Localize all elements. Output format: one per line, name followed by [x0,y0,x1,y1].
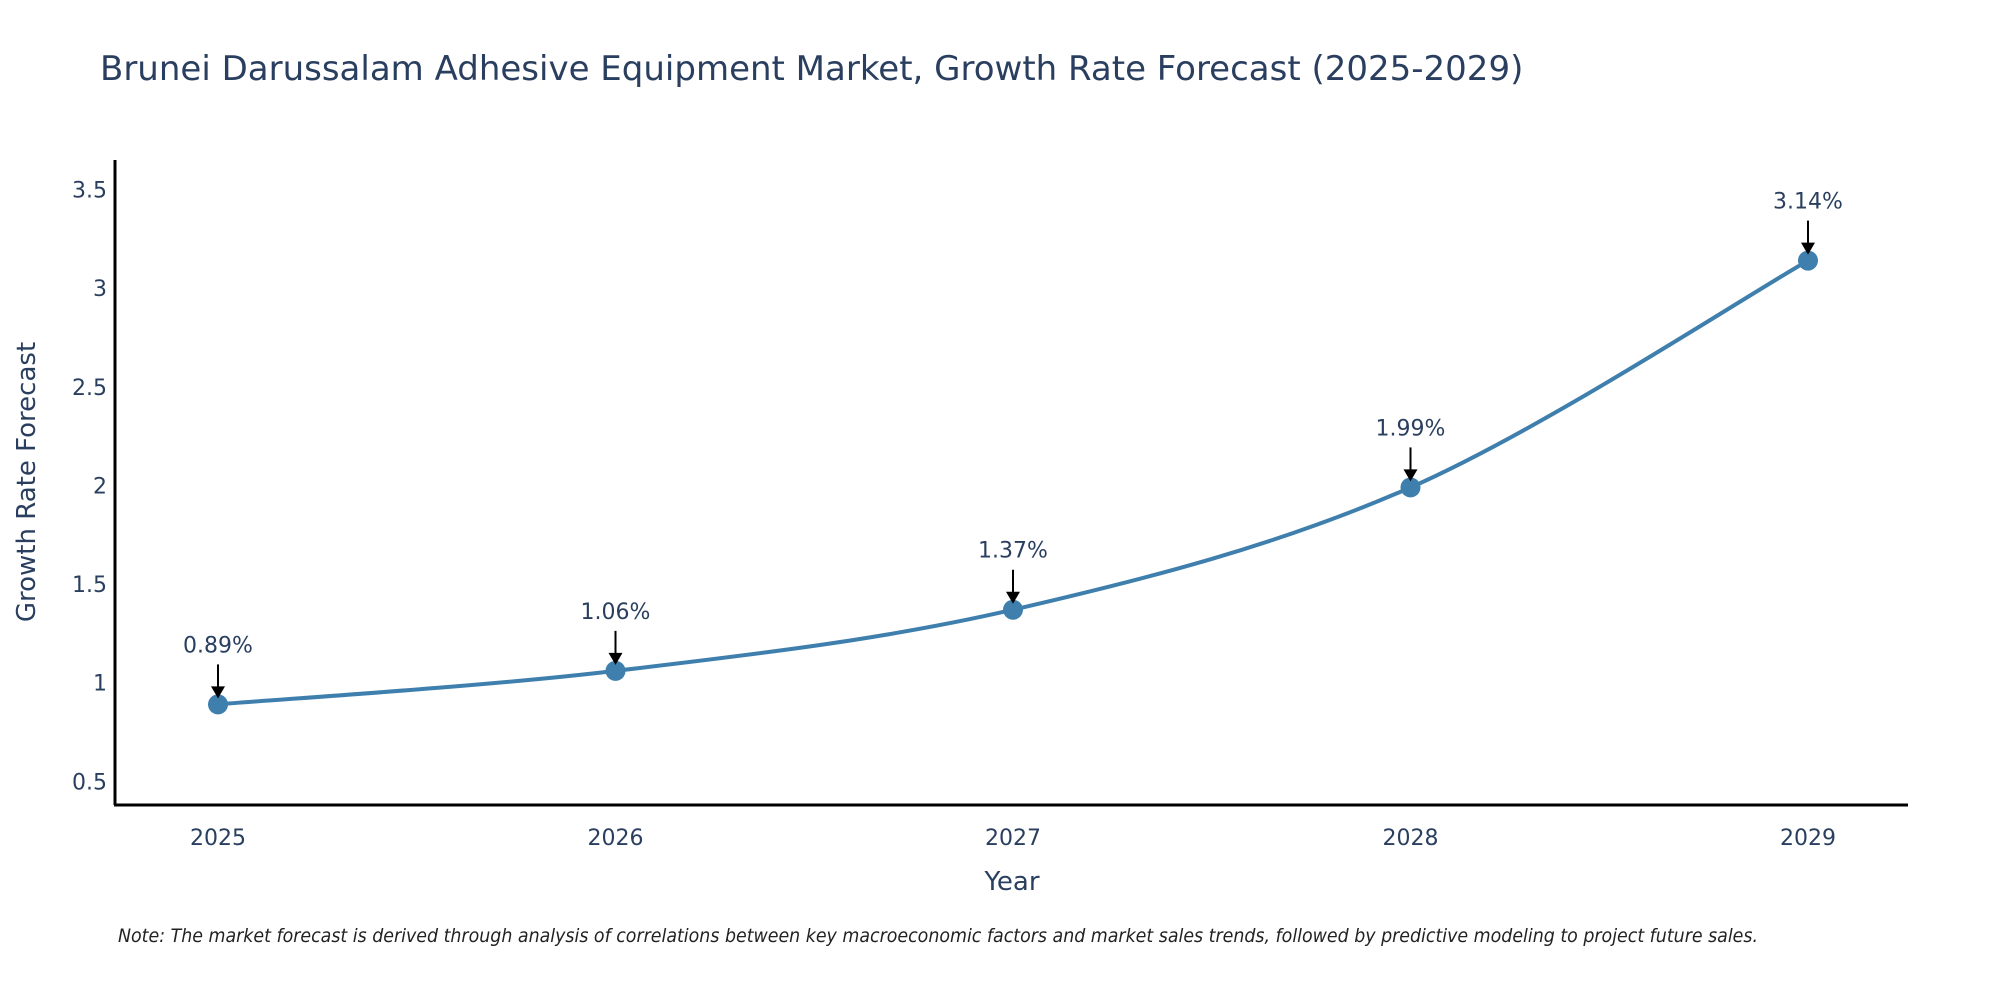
x-axis-ticks: 2025 2026 2027 2028 2029 [190,826,1836,851]
data-point[interactable] [605,660,626,681]
x-tick-label: 2027 [985,826,1041,851]
chart-title: Brunei Darussalam Adhesive Equipment Mar… [100,49,1523,89]
y-tick-label: 2.5 [72,376,107,401]
y-axis-title: Growth Rate Forecast [12,342,42,622]
chart-note: Note: The market forecast is derived thr… [118,925,1758,947]
x-tick-label: 2025 [190,826,246,851]
y-tick-label: 2 [93,474,107,499]
series-line [217,258,1809,707]
y-axis-ticks: 0.5 1 1.5 2 2.5 3 3.5 [72,179,107,796]
y-tick-label: 1 [93,672,107,697]
data-annotations: 0.89% 1.06% 1.37% 1.99% 3.14% [183,190,1843,699]
annotation-arrow-head [608,652,623,665]
x-tick-label: 2029 [1780,826,1836,851]
annotation-arrow-head [1801,242,1815,255]
y-tick-label: 3 [93,277,107,302]
annotation-arrow-head [211,686,225,699]
x-axis-title: Year [983,867,1039,897]
y-tick-label: 1.5 [72,573,107,598]
annotation-arrow-head [1006,591,1020,604]
series-group [208,250,1818,715]
data-label: 1.37% [978,539,1048,564]
y-tick-label: 0.5 [72,770,107,795]
data-point[interactable] [1400,477,1421,498]
annotation-arrow-head [1403,469,1418,482]
data-label: 1.99% [1376,416,1446,441]
data-point[interactable] [1798,250,1818,271]
data-label: 3.14% [1773,190,1843,215]
data-label: 0.89% [183,633,253,658]
x-tick-label: 2028 [1383,826,1439,851]
data-label: 1.06% [581,600,651,625]
data-point[interactable] [1003,599,1023,620]
y-tick-label: 3.5 [72,179,107,204]
x-tick-label: 2026 [588,826,644,851]
data-point[interactable] [208,694,228,715]
